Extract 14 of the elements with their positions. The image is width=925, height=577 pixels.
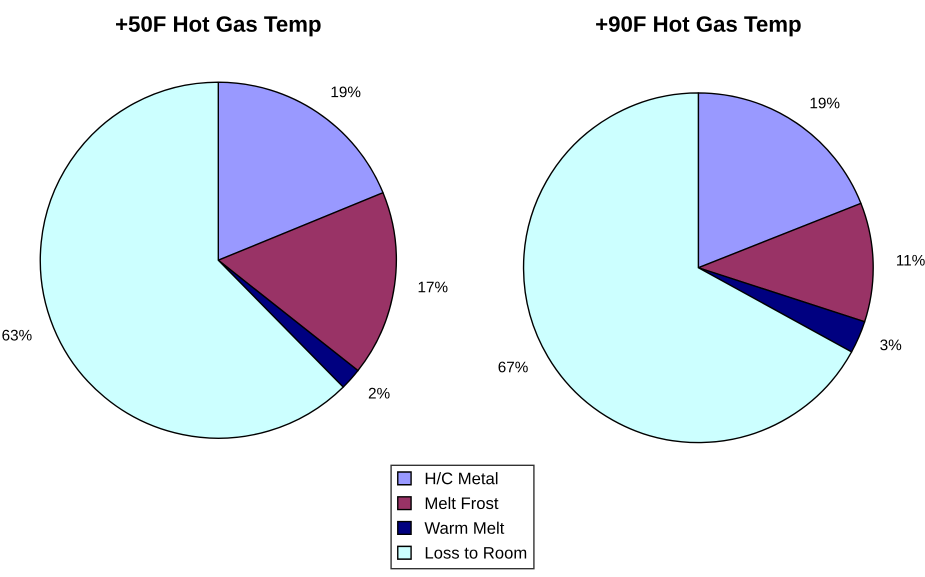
- chart-title: +50F Hot Gas Temp: [116, 16, 321, 36]
- data-label: 19%: [332, 86, 360, 98]
- data-label: 11%: [896, 254, 925, 266]
- data-label: 17%: [418, 282, 448, 292]
- data-label: 19%: [810, 98, 840, 108]
- data-label: 3%: [880, 339, 902, 350]
- data-label: 67%: [498, 362, 528, 372]
- legend-label: Warm Melt: [424, 522, 504, 534]
- chart-title: +90F Hot Gas Temp: [596, 16, 801, 36]
- legend-label: Melt Frost: [426, 496, 498, 510]
- data-label: 63%: [2, 330, 32, 341]
- data-label: 2%: [368, 388, 390, 399]
- legend-label: H/C Metal: [426, 472, 498, 484]
- legend-label: Loss to Room: [426, 547, 526, 559]
